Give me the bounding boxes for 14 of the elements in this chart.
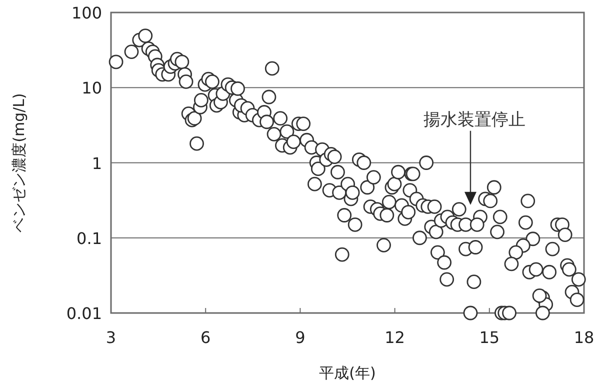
y-tick-label: 0.1 (76, 228, 102, 248)
x-tick-label: 9 (295, 328, 306, 347)
x-axis-title: 平成(年) (319, 364, 376, 382)
y-tick-label: 0.01 (66, 304, 102, 323)
x-tick-label: 3 (106, 328, 116, 347)
y-tick-label: 100 (71, 4, 102, 22)
x-tick-label: 6 (200, 328, 211, 347)
x-tick-label: 18 (574, 328, 594, 347)
annotation: 揚水装置停止 (423, 110, 526, 130)
x-tick-label: 15 (479, 328, 500, 347)
y-axis-title: ベンゼン濃度(mg/L) (10, 93, 28, 232)
x-tick-label: 12 (384, 328, 405, 347)
y-tick-label: 10 (82, 78, 102, 98)
y-tick-label: 1 (92, 154, 102, 173)
